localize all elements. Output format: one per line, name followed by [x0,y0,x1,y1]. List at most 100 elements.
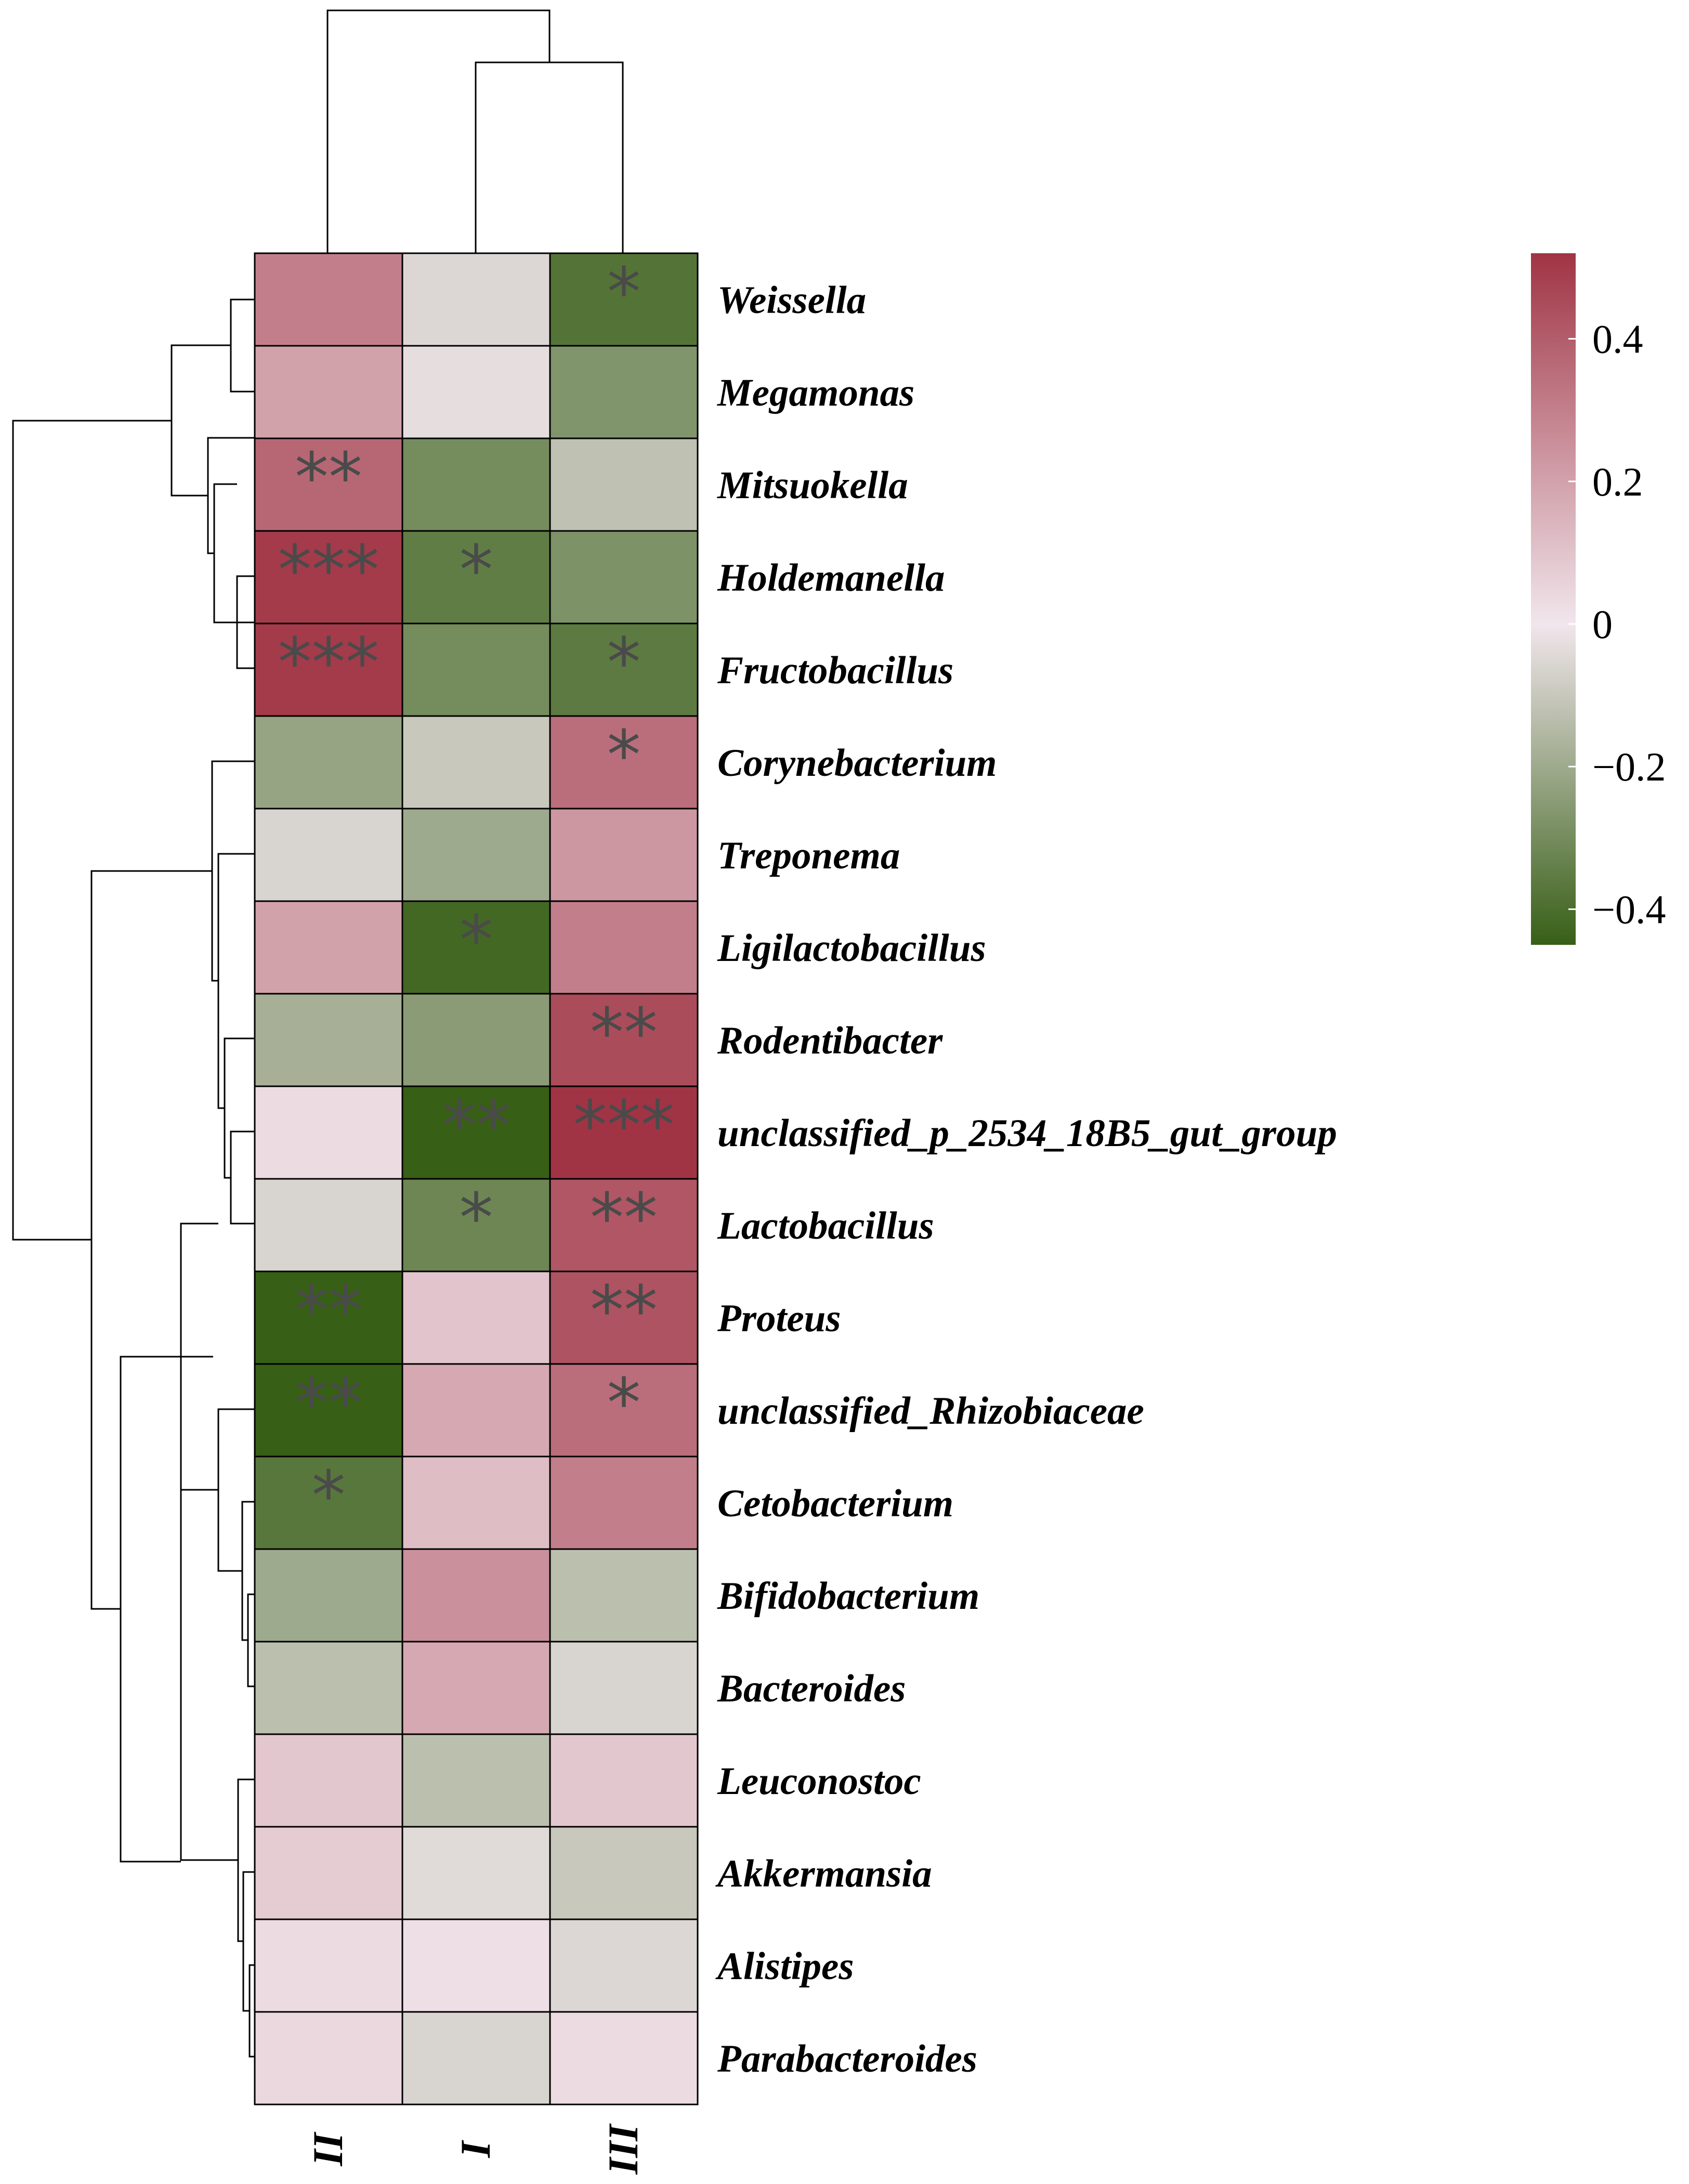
heatmap-cell-bacteroides-III [549,1641,699,1735]
heatmap-cell-alistipes-II [254,1918,403,2013]
row-label-lactobacillus: Lactobacillus [717,1204,934,1247]
significance-mark: ** [590,1178,658,1257]
heatmap-cell-holdemanella-II [254,530,403,625]
heatmap-cell-corynebacterium-II [254,715,403,810]
heatmap-cell-mitsuokella-I [401,437,551,532]
column-label-III: III [600,2123,648,2175]
heatmap-cell-mitsuokella-III [549,437,699,532]
colorbar-tick-label: 0.4 [1592,317,1643,362]
colorbar-tick-label: 0 [1592,602,1613,647]
heatmap-cell-akkermansia-II [254,1826,403,1920]
heatmap-cell-leuconostoc-II [254,1733,403,1828]
significance-mark: * [460,530,493,609]
column-label-II: II [305,2131,352,2167]
significance-mark: * [460,1178,493,1257]
row-label-mitsuokella: Mitsuokella [717,464,908,507]
significance-mark: ** [295,1363,362,1442]
significance-mark: * [607,623,641,702]
heatmap-cell-unclassified-p-2534-18b5-gut-group-III [549,1085,699,1180]
heatmap-cell-rodentibacter-I [401,993,551,1087]
row-label-weissella: Weissella [717,279,866,322]
heatmap-cell-weissella-II [254,252,403,347]
heatmap-cell-rodentibacter-II [254,993,403,1087]
heatmap-cell-parabacteroides-I [401,2011,551,2105]
significance-mark: * [460,901,493,980]
row-label-alistipes: Alistipes [715,1945,854,1988]
significance-mark: ** [295,1271,362,1350]
heatmap-cell-lactobacillus-II [254,1178,403,1272]
heatmap-cell-fructobacillus-I [401,622,551,717]
significance-mark: * [607,716,641,795]
colorbar-tick-label: −0.2 [1592,744,1666,789]
heatmap-cell-cetobacterium-III [549,1455,699,1550]
row-label-unclassified-p-2534-18b5-gut-group: unclassified_p_2534_18B5_gut_group [717,1112,1337,1155]
heatmap-cell-bifidobacterium-III [549,1548,699,1643]
heatmap-cell-treponema-I [401,808,551,902]
heatmap-cell-bifidobacterium-I [401,1548,551,1643]
heatmap-cell-proteus-III [549,1270,699,1365]
significance-mark: * [607,1363,641,1442]
heatmap-cell-ligilactobacillus-I [401,900,551,995]
row-label-corynebacterium: Corynebacterium [717,742,997,785]
significance-mark: *** [278,623,379,702]
row-labels: Weissella Megamonas Mitsuokella Holdemanell… [715,279,1337,2081]
heatmap-cell-lactobacillus-III [549,1178,699,1272]
heatmap-cell-bifidobacterium-II [254,1548,403,1643]
heatmap-cell-fructobacillus-III [549,622,699,717]
heatmap-cell-rodentibacter-III [549,993,699,1087]
heatmap-cell-leuconostoc-I [401,1733,551,1828]
row-label-unclassified-rhizobiaceae: unclassified_Rhizobiaceae [717,1389,1144,1433]
heatmap-cell-megamonas-III [549,345,699,439]
row-label-treponema: Treponema [717,834,900,877]
column-labels: II I III [305,2123,648,2175]
row-label-fructobacillus: Fructobacillus [717,649,953,692]
heatmap-cell-weissella-III [549,252,699,347]
column-dendrogram [326,9,624,253]
row-label-parabacteroides: Parabacteroides [717,2037,977,2081]
colorbar-tick-label: 0.2 [1592,459,1643,504]
heatmap-cell-corynebacterium-I [401,715,551,810]
heatmap-cell-holdemanella-III [549,530,699,625]
row-label-ligilactobacillus: Ligilactobacillus [717,927,986,970]
heatmap-cell-alistipes-III [549,1918,699,2013]
heatmap-cell-bacteroides-II [254,1641,403,1735]
heatmap-cell-unclassified-p-2534-18b5-gut-group-II [254,1085,403,1180]
heatmap-cells [254,252,699,2105]
colorbar-gradient [1531,253,1576,945]
row-label-bacteroides: Bacteroides [717,1667,906,1710]
heatmap-cell-fructobacillus-II [254,622,403,717]
heatmap-cell-unclassified-rhizobiaceae-III [549,1363,699,1458]
row-label-bifidobacterium: Bifidobacterium [717,1575,979,1618]
row-label-megamonas: Megamonas [717,371,914,414]
heatmap-cell-akkermansia-III [549,1826,699,1920]
heatmap-cell-bacteroides-I [401,1641,551,1735]
colorbar-legend: 0.4 0.2 0 −0.2 −0.4 [1531,253,1666,945]
significance-mark: ** [442,1086,510,1165]
significance-mark: ** [590,993,658,1072]
heatmap-cell-megamonas-I [401,345,551,439]
row-label-akkermansia: Akkermansia [715,1852,932,1895]
heatmap-cell-treponema-III [549,808,699,902]
row-dendrogram [12,298,255,2058]
significance-mark: * [607,253,641,332]
significance-mark: ** [295,438,362,517]
heatmap-cell-ligilactobacillus-III [549,900,699,995]
heatmap-cell-leuconostoc-III [549,1733,699,1828]
heatmap-cell-weissella-I [401,252,551,347]
heatmap-cell-unclassified-p-2534-18b5-gut-group-I [401,1085,551,1180]
heatmap-cell-unclassified-rhizobiaceae-II [254,1363,403,1458]
significance-mark: *** [278,530,379,609]
significance-mark: * [312,1456,346,1535]
heatmap-cell-parabacteroides-II [254,2011,403,2105]
heatmap-cell-treponema-II [254,808,403,902]
heatmap-cell-alistipes-I [401,1918,551,2013]
significance-marks: ****** **** ******* **** **** **** ** [278,253,675,1535]
heatmap-cell-ligilactobacillus-II [254,900,403,995]
heatmap-cell-parabacteroides-III [549,2011,699,2105]
row-label-holdemanella: Holdemanella [717,556,945,600]
row-label-proteus: Proteus [717,1297,841,1340]
heatmap-cell-cetobacterium-I [401,1455,551,1550]
heatmap-cell-megamonas-II [254,345,403,439]
column-label-I: I [453,2140,500,2159]
